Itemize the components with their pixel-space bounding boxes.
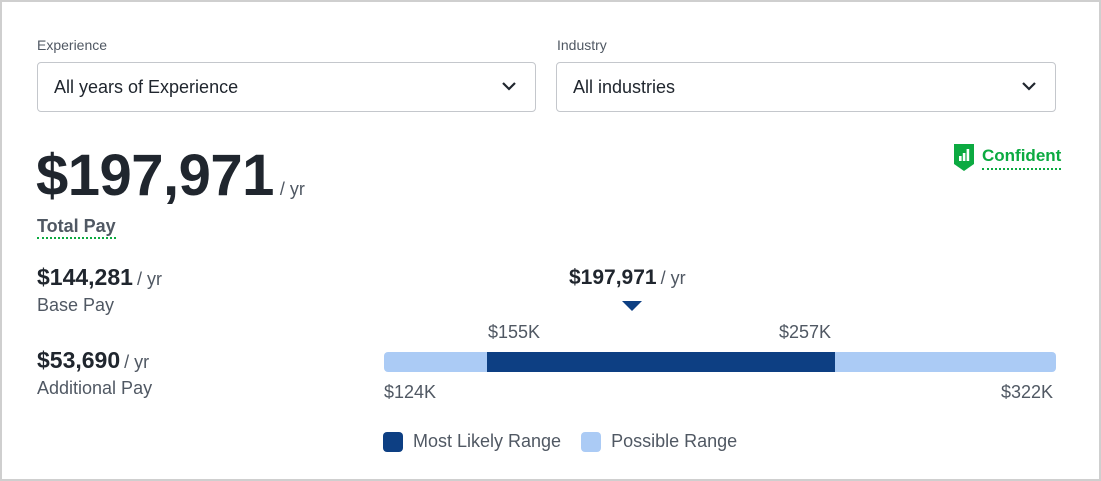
chevron-down-icon bbox=[502, 82, 516, 91]
likely-low-label: $155K bbox=[488, 322, 541, 342]
pay-range-bar bbox=[384, 352, 1056, 372]
total-pay-label[interactable]: Total Pay bbox=[37, 216, 116, 239]
confidence-label: Confident bbox=[982, 145, 1062, 170]
additional-pay: $53,690/ yr Additional Pay bbox=[37, 347, 152, 399]
base-pay: $144,281/ yr Base Pay bbox=[37, 264, 162, 316]
most-likely-range-segment bbox=[487, 352, 835, 372]
chevron-down-icon bbox=[1022, 82, 1036, 91]
industry-value: All industries bbox=[573, 76, 676, 97]
range-marker-triangle-icon bbox=[622, 301, 642, 311]
likely-high-label: $257K bbox=[779, 322, 832, 342]
possible-high-label: $322K bbox=[1001, 382, 1054, 402]
possible-low-label: $124K bbox=[384, 382, 437, 402]
marker-period: / yr bbox=[660, 268, 686, 288]
total-pay: $197,971 / yr bbox=[36, 142, 305, 209]
additional-pay-amount: $53,690 bbox=[37, 347, 121, 373]
base-pay-period: / yr bbox=[136, 269, 162, 289]
additional-pay-label: Additional Pay bbox=[37, 378, 153, 398]
confidence-badge[interactable]: Confident bbox=[952, 142, 1062, 172]
base-pay-amount: $144,281 bbox=[37, 264, 133, 290]
most-likely-swatch bbox=[383, 431, 403, 452]
experience-value: All years of Experience bbox=[54, 76, 239, 97]
possible-swatch bbox=[581, 431, 602, 452]
marker-amount: $197,971 bbox=[569, 266, 657, 289]
industry-select[interactable]: All industries bbox=[556, 62, 1056, 112]
most-likely-legend-label: Most Likely Range bbox=[413, 431, 562, 451]
experience-select[interactable]: All years of Experience bbox=[37, 62, 536, 112]
confidence-shield-icon bbox=[954, 144, 974, 171]
additional-pay-period: / yr bbox=[124, 352, 150, 372]
range-marker-label: $197,971 / yr bbox=[569, 266, 686, 290]
possible-legend-label: Possible Range bbox=[611, 431, 738, 451]
range-legend: Most Likely Range Possible Range bbox=[383, 431, 757, 452]
experience-label: Experience bbox=[37, 37, 108, 53]
industry-label: Industry bbox=[557, 37, 607, 53]
base-pay-label: Base Pay bbox=[37, 295, 115, 315]
total-pay-amount: $197,971 bbox=[36, 143, 274, 208]
total-pay-period: / yr bbox=[279, 179, 305, 199]
